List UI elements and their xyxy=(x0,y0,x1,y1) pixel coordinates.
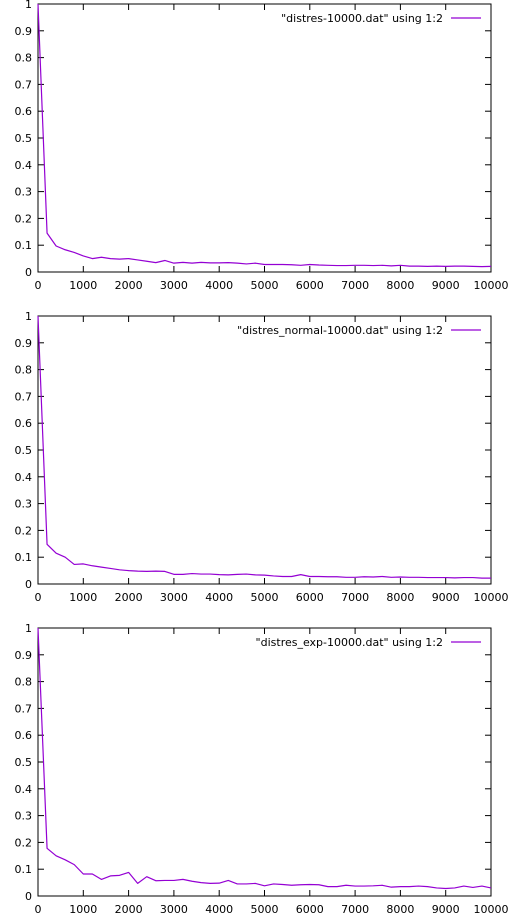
x-tick-label: 7000 xyxy=(341,903,369,916)
x-tick-label: 5000 xyxy=(251,279,279,292)
plot-frame xyxy=(37,3,492,273)
y-tick-label: 0 xyxy=(25,578,32,591)
y-tick-label: 0.5 xyxy=(15,756,33,769)
x-tick-label: 9000 xyxy=(432,903,460,916)
chart-2: 0 1000 2000 3000 4000 5000 6000 7000 8000 9000 100… xyxy=(15,310,509,604)
x-tick-label: 6000 xyxy=(296,591,324,604)
y-tick-label: 0.4 xyxy=(15,159,33,172)
x-tick-label: 1000 xyxy=(69,279,97,292)
y-tick-label: 0.2 xyxy=(15,212,33,225)
y-tick-label: 0.7 xyxy=(15,702,33,715)
x-tick-label: 8000 xyxy=(386,903,414,916)
x-tick-label: 0 xyxy=(35,591,42,604)
y-tick-label: 0.7 xyxy=(15,390,33,403)
y-tick-label: 0.3 xyxy=(15,186,33,199)
series-line-1 xyxy=(37,627,492,890)
x-tick-label: 5000 xyxy=(251,591,279,604)
y-tick-label: 0.1 xyxy=(15,551,33,564)
x-tick-label: 3000 xyxy=(160,591,188,604)
y-tick-label: 0.5 xyxy=(15,444,33,457)
x-tick-label: 3000 xyxy=(160,903,188,916)
y-tick-label: 0.5 xyxy=(15,132,33,145)
legend-label: "distres-10000.dat" using 1:2 xyxy=(281,12,443,25)
y-tick-label: 0.4 xyxy=(15,783,33,796)
plot-frame xyxy=(37,627,492,897)
x-tick-label: 1000 xyxy=(69,903,97,916)
y-tick-label: 0.6 xyxy=(15,105,33,118)
y-tick-label: 0 xyxy=(25,890,32,903)
y-tick-label: 0.8 xyxy=(15,52,33,65)
x-tick-label: 2000 xyxy=(115,279,143,292)
x-tick-label: 10000 xyxy=(474,903,509,916)
plot-frame xyxy=(37,315,492,585)
x-tick-label: 4000 xyxy=(205,591,233,604)
chart-1: 0 1000 2000 3000 4000 5000 6000 7000 8000 9000 100… xyxy=(15,0,509,292)
y-tick-label: 0.4 xyxy=(15,471,33,484)
x-tick-label: 8000 xyxy=(386,279,414,292)
y-tick-label: 0.6 xyxy=(15,417,33,430)
x-tick-label: 6000 xyxy=(296,903,324,916)
x-tick-label: 9000 xyxy=(432,279,460,292)
chart-3: 0 1000 2000 3000 4000 5000 6000 7000 8000 9000 100… xyxy=(15,622,509,916)
y-tick-label: 0.9 xyxy=(15,337,33,350)
x-tick-label: 8000 xyxy=(386,591,414,604)
x-tick-label: 9000 xyxy=(432,591,460,604)
y-tick-label: 0.8 xyxy=(15,364,33,377)
series-line-1 xyxy=(37,315,491,579)
y-tick-label: 0.3 xyxy=(15,498,33,511)
y-tick-label: 0.7 xyxy=(15,78,33,91)
x-tick-label: 3000 xyxy=(160,279,188,292)
y-tick-label: 0.2 xyxy=(15,524,33,537)
x-tick-label: 0 xyxy=(35,903,42,916)
y-tick-label: 1 xyxy=(25,622,32,635)
y-tick-label: 0.8 xyxy=(15,676,33,689)
x-tick-label: 10000 xyxy=(474,279,509,292)
y-tick-label: 0.3 xyxy=(15,810,33,823)
x-tick-label: 2000 xyxy=(115,903,143,916)
y-tick-label: 0.9 xyxy=(15,25,33,38)
y-tick-label: 0.6 xyxy=(15,729,33,742)
y-tick-label: 1 xyxy=(25,310,32,323)
y-tick-label: 0.1 xyxy=(15,863,33,876)
y-tick-label: 0 xyxy=(25,266,32,279)
legend-label: "distres_normal-10000.dat" using 1:2 xyxy=(237,324,443,337)
x-tick-label: 4000 xyxy=(205,279,233,292)
x-tick-label: 2000 xyxy=(115,591,143,604)
x-tick-label: 6000 xyxy=(296,279,324,292)
x-tick-label: 7000 xyxy=(341,591,369,604)
legend-label: "distres_exp-10000.dat" using 1:2 xyxy=(256,636,443,649)
x-tick-label: 10000 xyxy=(474,591,509,604)
x-tick-label: 7000 xyxy=(341,279,369,292)
x-tick-label: 0 xyxy=(35,279,42,292)
x-tick-label: 5000 xyxy=(251,903,279,916)
y-tick-label: 0.1 xyxy=(15,239,33,252)
x-tick-label: 1000 xyxy=(69,591,97,604)
x-tick-label: 4000 xyxy=(205,903,233,916)
series-line-1 xyxy=(37,3,492,268)
y-tick-label: 0.9 xyxy=(15,649,33,662)
y-tick-label: 0.2 xyxy=(15,836,33,849)
y-tick-label: 1 xyxy=(25,0,32,11)
